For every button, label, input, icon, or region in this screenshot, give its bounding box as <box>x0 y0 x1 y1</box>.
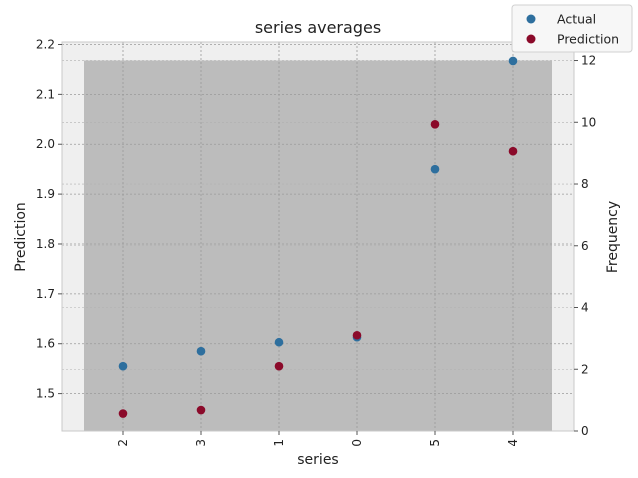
y-tick-label: 1.5 <box>36 387 55 401</box>
y-tick-label: 2.2 <box>36 37 55 51</box>
x-tick-label: 0 <box>350 439 364 447</box>
point-prediction-3 <box>196 405 206 415</box>
point-prediction-5 <box>430 119 440 129</box>
y-axis-ticks: 1.5 1.6 1.7 1.8 1.9 2.0 2.1 2.2 <box>36 37 62 401</box>
legend-marker-actual <box>526 14 536 24</box>
legend-label-actual: Actual <box>557 12 596 27</box>
x-tick-label: 5 <box>428 439 442 447</box>
point-actual-5 <box>430 164 440 174</box>
y2-tick-label: 12 <box>581 54 596 68</box>
x-axis-ticks: 2 3 1 0 5 4 <box>116 431 520 447</box>
point-actual-3 <box>196 346 206 356</box>
point-prediction-4 <box>508 146 518 156</box>
legend-marker-prediction <box>526 34 536 44</box>
y-tick-label: 1.7 <box>36 287 55 301</box>
y2-tick-label: 2 <box>581 362 589 376</box>
point-prediction-0 <box>352 330 362 340</box>
plot-frame <box>61 41 575 432</box>
y2-tick-label: 0 <box>581 424 589 438</box>
data-points <box>118 56 518 418</box>
y2-tick-label: 4 <box>581 301 589 315</box>
y-tick-label: 2.1 <box>36 87 55 101</box>
y-tick-label: 1.9 <box>36 187 55 201</box>
point-actual-4 <box>508 56 518 66</box>
y2-tick-label: 10 <box>581 115 596 129</box>
y2-axis-label: Frequency <box>605 201 621 273</box>
y2-axis-ticks: 0 2 4 6 8 10 12 <box>574 54 596 438</box>
point-prediction-1 <box>274 361 284 371</box>
x-axis-label: series <box>297 452 338 468</box>
legend-label-prediction: Prediction <box>557 32 619 47</box>
legend: Actual Prediction <box>511 4 633 53</box>
y2-tick-label: 8 <box>581 177 589 191</box>
x-tick-label: 2 <box>116 439 130 447</box>
point-prediction-2 <box>118 409 128 418</box>
x-tick-label: 1 <box>272 439 286 447</box>
y-axis-label: Prediction <box>13 202 29 272</box>
x-tick-label: 3 <box>194 439 208 447</box>
y-tick-label: 1.8 <box>36 237 55 251</box>
point-actual-2 <box>118 361 128 371</box>
legend-box <box>511 4 633 53</box>
y2-tick-label: 6 <box>581 239 589 253</box>
x-tick-label: 4 <box>506 439 520 447</box>
point-actual-1 <box>274 337 284 347</box>
y-tick-label: 2.0 <box>36 137 55 151</box>
chart-title: series averages <box>255 18 381 37</box>
y-tick-label: 1.6 <box>36 337 55 351</box>
